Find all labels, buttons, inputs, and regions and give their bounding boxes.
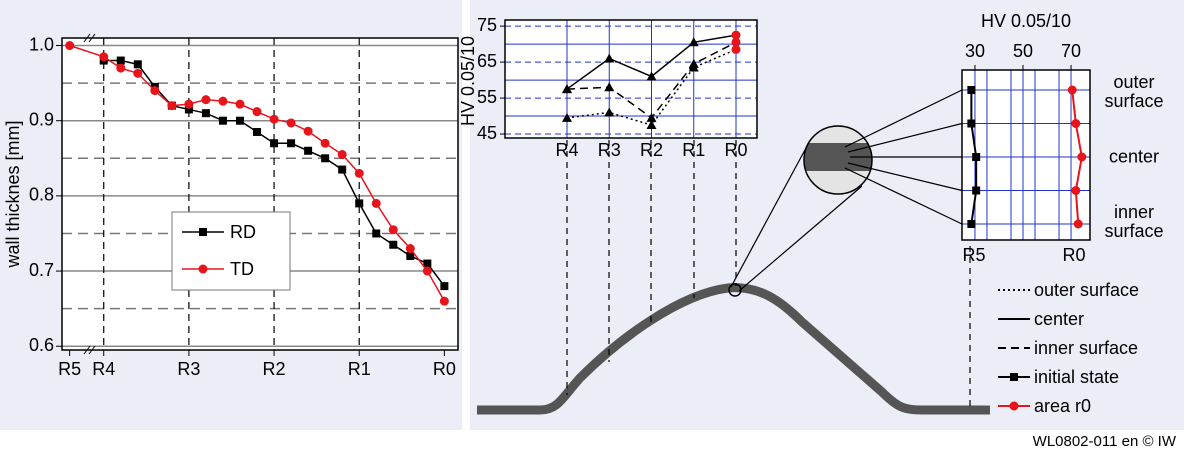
marker	[372, 199, 381, 208]
marker	[134, 60, 142, 68]
canvas: WL0802-011 en © IW 0.6 0.7 0.8 0.9 1.0 R5 R4 R3…	[0, 0, 1184, 452]
marker	[1077, 153, 1086, 162]
x-tick-label: R2	[263, 359, 286, 379]
x-tick-label: R1	[682, 140, 705, 160]
marker	[287, 139, 295, 147]
x-tick-label: 50	[1013, 41, 1033, 61]
marker	[440, 297, 449, 306]
chart-title: HV 0.05/10	[981, 11, 1071, 31]
series-label: R0	[1062, 245, 1085, 265]
marker	[253, 107, 262, 116]
y-tick-label: 55	[477, 87, 497, 107]
figure: WL0802-011 en © IW 0.6 0.7 0.8 0.9 1.0 R5 R4 R3…	[0, 0, 1184, 452]
marker	[967, 220, 975, 228]
marker	[235, 100, 244, 109]
marker	[167, 101, 176, 110]
y-axis-label: HV 0.05/10	[458, 36, 478, 126]
marker	[1071, 119, 1080, 128]
row-label: inner surface	[1092, 203, 1176, 241]
x-tick-label: R3	[177, 359, 200, 379]
marker	[355, 169, 364, 178]
marker	[65, 41, 74, 50]
marker	[270, 115, 279, 124]
marker	[287, 118, 296, 127]
marker	[338, 166, 346, 174]
marker	[389, 225, 398, 234]
marker	[219, 117, 227, 125]
y-tick-label: 0.9	[29, 109, 54, 129]
marker	[202, 109, 210, 117]
y-tick-label: 45	[477, 123, 497, 143]
x-tick-label: R4	[92, 359, 115, 379]
marker	[270, 139, 278, 147]
marker	[967, 86, 975, 94]
marker	[321, 154, 329, 162]
x-tick-label: R2	[640, 140, 663, 160]
legend-label: TD	[230, 259, 254, 279]
legend-label: outer surface	[1034, 280, 1139, 300]
series-label: R5	[962, 245, 985, 265]
marker	[1068, 86, 1077, 95]
marker	[372, 229, 380, 237]
marker	[201, 95, 210, 104]
marker	[199, 228, 207, 236]
x-tick-label: R3	[598, 140, 621, 160]
y-tick-label: 1.0	[29, 34, 54, 54]
marker	[1010, 402, 1019, 411]
marker	[1074, 220, 1083, 229]
x-tick-label: R0	[433, 359, 456, 379]
y-tick-label: 0.6	[29, 335, 54, 355]
marker	[99, 52, 108, 61]
marker	[406, 244, 415, 253]
y-tick-label: 0.7	[29, 260, 54, 280]
legend-label: inner surface	[1034, 338, 1138, 358]
marker	[116, 64, 125, 73]
plot-area	[62, 38, 458, 350]
legend-label: RD	[230, 222, 256, 242]
marker	[972, 153, 980, 161]
x-tick-label: R1	[348, 359, 371, 379]
y-tick-label: 75	[477, 15, 497, 35]
row-label: outer surface	[1092, 73, 1176, 111]
marker	[967, 120, 975, 128]
legend-label: center	[1034, 309, 1084, 329]
x-tick-label: 30	[965, 41, 985, 61]
marker	[304, 127, 313, 136]
marker	[236, 117, 244, 125]
legend-label: area r0	[1034, 396, 1091, 416]
marker	[253, 128, 261, 136]
y-tick-label: 0.8	[29, 185, 54, 205]
marker	[117, 57, 125, 65]
marker	[184, 100, 193, 109]
x-tick-label: 70	[1061, 41, 1081, 61]
marker	[321, 139, 330, 148]
marker	[1071, 186, 1080, 195]
x-tick-label: R4	[555, 140, 578, 160]
marker	[1010, 373, 1018, 381]
y-tick-label: 65	[477, 51, 497, 71]
marker	[440, 282, 448, 290]
marker	[389, 241, 397, 249]
legend-label: initial state	[1034, 367, 1119, 387]
footer: WL0802-011 en © IW	[1033, 433, 1177, 450]
marker	[133, 69, 142, 78]
marker	[423, 267, 432, 276]
marker	[304, 147, 312, 155]
marker	[732, 38, 741, 47]
marker	[355, 199, 363, 207]
x-tick-label: R0	[724, 140, 747, 160]
marker	[338, 150, 347, 159]
marker	[218, 97, 227, 106]
row-label: center	[1092, 148, 1176, 167]
marker	[199, 265, 208, 274]
marker	[972, 187, 980, 195]
y-axis-label: wall thicknes [mm]	[3, 120, 23, 268]
x-tick-label: R5	[58, 359, 81, 379]
marker	[150, 86, 159, 95]
